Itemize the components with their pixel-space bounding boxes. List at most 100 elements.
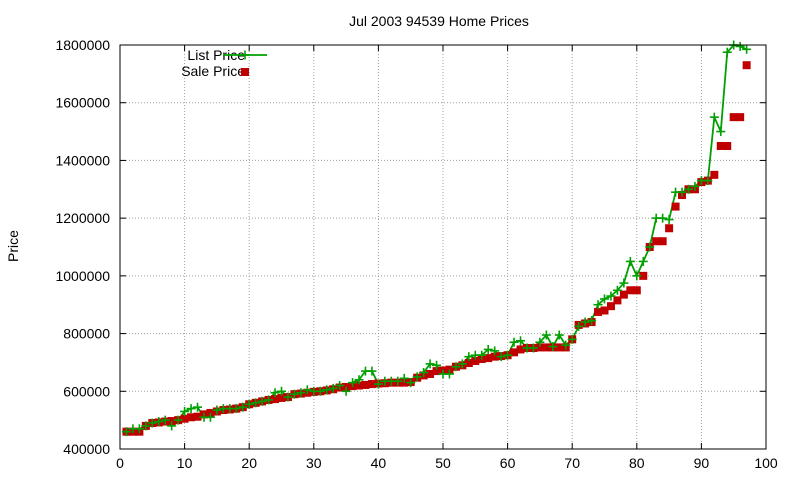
list-price-point [277,386,286,396]
list-price-point [348,378,358,388]
sale-price-point [710,170,719,179]
list-price-point [464,352,474,362]
list-price-point [154,417,164,427]
list-price-point [212,405,222,415]
sale-price-point [271,395,280,404]
list-price-point [354,375,364,385]
list-price-point [619,278,629,288]
list-price-point [425,359,435,369]
list-price-point [322,385,332,395]
list-price-point [406,378,416,388]
list-price-point [625,256,635,266]
x-tick-label: 60 [500,455,516,471]
list-price-point [205,412,215,422]
sale-price-point [626,286,635,295]
sale-price-point [671,202,680,211]
list-price-point [503,350,513,360]
list-price-point [457,359,467,369]
list-price-point [315,386,325,396]
list-price-point [709,112,719,122]
sale-price-point [742,61,751,70]
list-price-point [677,187,687,197]
list-price-point [645,242,655,252]
plot-frame [119,44,767,450]
list-price-point [509,337,519,347]
list-price-point [638,256,648,266]
list-price-point [270,388,280,398]
sale-price-point [490,352,499,361]
list-price-point [606,291,616,301]
sale-price-point [516,345,525,354]
sale-price-point [426,369,435,378]
list-price-point [289,389,299,399]
sale-price-point [652,237,661,246]
sale-price-point [484,354,493,363]
list-price-point [593,300,603,310]
y-tick-label: 800000 [63,326,110,342]
y-tick-label: 1400000 [55,152,110,168]
list-price-point [690,181,700,191]
sale-price-point [729,113,738,122]
list-price-point [554,330,564,340]
list-price-point [703,176,713,186]
list-price-point [257,396,267,406]
y-tick-label: 1800000 [55,37,110,53]
sale-price-point [555,343,564,352]
sale-price-point [367,380,376,389]
y-tick-label: 600000 [63,383,110,399]
y-axis-label: Price [5,230,21,262]
list-price-point [180,406,190,416]
list-price-point [231,404,241,414]
list-price-point [490,346,500,356]
list-price-point [134,424,144,434]
list-price-point [742,44,752,54]
sale-price-point [606,302,615,311]
y-tick-label: 400000 [63,441,110,457]
y-tick-label: 1000000 [55,268,110,284]
sale-price-point [723,142,732,150]
sale-price-point [193,412,202,421]
legend-label-sale-price: Sale Price [181,63,245,79]
grid-lines [120,45,766,449]
sale-price-point [167,417,176,426]
y-tick-label: 1600000 [55,95,110,111]
sale-price-point [535,343,544,352]
sale-price-point [632,286,641,295]
list-price-point [612,285,622,295]
list-price-point [548,342,558,352]
list-price-point [238,402,248,412]
x-tick-label: 30 [306,455,322,471]
list-price-point [373,379,383,389]
x-tick-label: 40 [371,455,387,471]
sale-price-point [613,296,622,305]
sale-price-point [464,359,473,368]
sale-price-point [471,356,480,365]
list-price-point [683,184,693,194]
sale-price-point [639,271,648,280]
list-price-point [193,402,203,412]
list-price-point [412,372,422,382]
sale-price-point [187,413,196,422]
x-tick-label: 0 [116,455,124,471]
list-price-point [186,404,196,414]
series-layer [121,40,752,437]
sale-price-point [594,307,603,316]
sale-price-point [619,290,628,299]
sale-price-point [600,306,609,315]
sale-price-point [361,380,370,389]
x-tick-label: 70 [564,455,580,471]
list-price-point [264,395,274,405]
list-price-point [251,398,261,408]
list-price-point [722,47,732,57]
y-tick-label: 1200000 [55,210,110,226]
sale-price-point [355,381,364,390]
x-tick-label: 100 [754,455,778,471]
x-tick-label: 10 [177,455,193,471]
list-price-point [600,294,609,304]
x-tick-label: 80 [629,455,645,471]
list-price-point [328,383,338,393]
list-price-point [561,340,571,350]
list-price-point [535,337,545,347]
